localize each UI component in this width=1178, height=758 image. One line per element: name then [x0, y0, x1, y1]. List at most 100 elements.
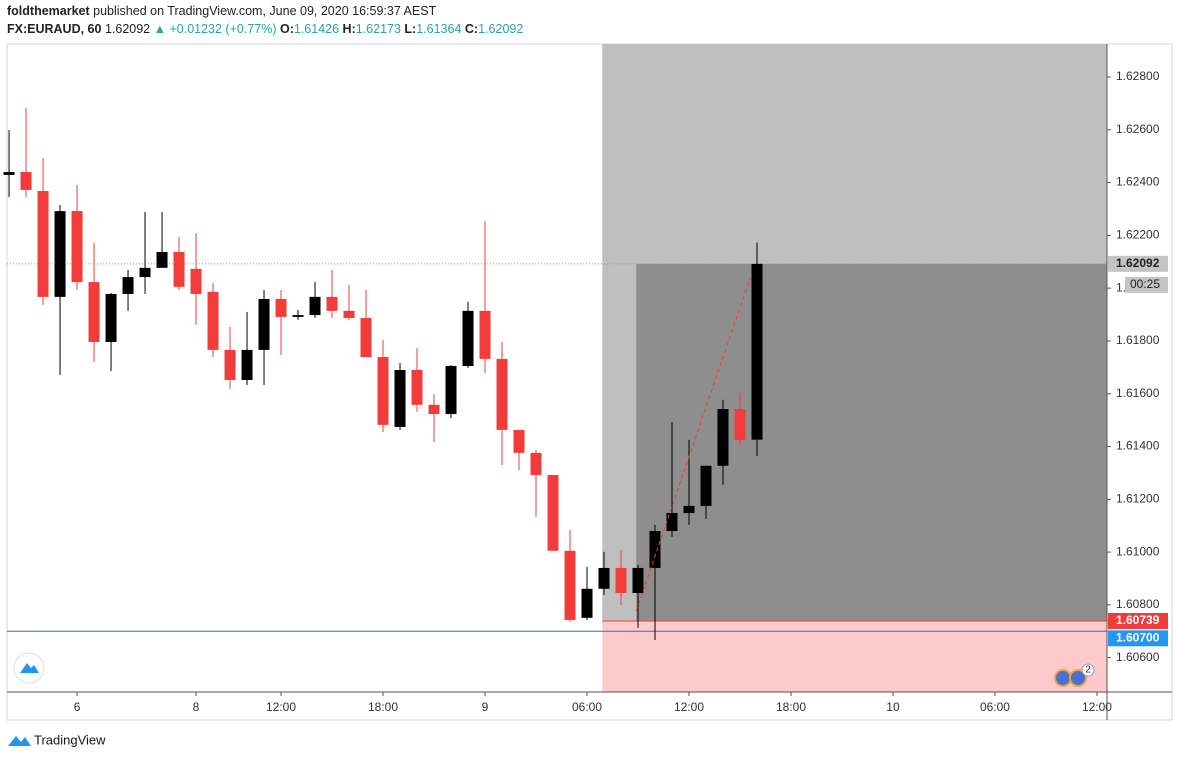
frame	[6, 43, 1173, 721]
candle-body	[632, 567, 644, 594]
candle-body	[394, 369, 406, 427]
candle-body	[360, 317, 372, 358]
candle-body	[88, 282, 100, 343]
ohlc-value: 1.61426	[294, 22, 339, 36]
ohlc-value: 1.62173	[356, 22, 401, 36]
watermark-icon	[20, 663, 39, 673]
candle-body	[343, 310, 355, 318]
candle-body	[20, 172, 32, 190]
candle-body	[564, 550, 576, 620]
candle-body	[700, 465, 712, 506]
ohlc-label: C:	[465, 22, 478, 36]
candle-body	[156, 251, 168, 268]
y-tick-label: 1.61200	[1116, 491, 1160, 505]
event-flag	[1069, 669, 1087, 687]
candle-body	[207, 291, 219, 350]
ohlc: O:1.61426 H:1.62173 L:1.61364 C:1.62092	[280, 22, 523, 36]
candle-body	[530, 452, 542, 476]
change: ▲ +0.01232 (+0.77%)	[154, 22, 277, 36]
ohlc-label: H:	[343, 22, 356, 36]
candle-body	[190, 268, 202, 294]
candle-body	[309, 296, 321, 316]
candle-body	[615, 567, 627, 594]
legend-line: FX:EURAUD, 60 1.62092 ▲ +0.01232 (+0.77%…	[7, 22, 523, 36]
candle-body	[54, 211, 66, 297]
ohlc-value: 1.62092	[478, 22, 523, 36]
candle-body	[513, 429, 525, 453]
candle-body	[105, 293, 117, 343]
candle-body	[428, 404, 440, 415]
ohlc-label: L:	[404, 22, 416, 36]
candle-body	[224, 349, 236, 381]
candle-body	[445, 366, 457, 415]
candle-body	[734, 409, 746, 440]
y-tick-label: 1.62200	[1116, 228, 1160, 242]
x-tick-label: 6	[74, 700, 81, 714]
zone-loss	[602, 620, 1107, 692]
candle-body	[326, 296, 338, 311]
x-tick-label: 12:00	[1082, 700, 1112, 714]
logo-icon	[8, 736, 31, 746]
candle-body	[377, 357, 389, 425]
candle-body	[139, 267, 151, 278]
zone-dark	[636, 263, 1107, 621]
x-tick-label: 10	[886, 700, 900, 714]
ohlc-value: 1.61364	[416, 22, 461, 36]
x-tick-label: 12:00	[674, 700, 704, 714]
candle-body	[462, 310, 474, 367]
candle-body	[3, 172, 15, 175]
last-price-tag-bg	[1108, 255, 1168, 272]
candle-body	[37, 191, 49, 297]
stop-price-tag-bg	[1108, 612, 1168, 629]
author-name: foldthemarket	[7, 4, 90, 18]
logo: TradingView	[8, 732, 106, 747]
candle-body	[496, 358, 508, 430]
x-tick-label: 06:00	[980, 700, 1010, 714]
event-flag	[1054, 669, 1072, 687]
candle-body	[292, 315, 304, 317]
x-tick-label: 8	[193, 700, 200, 714]
y-tick-label: 1.62400	[1116, 175, 1160, 189]
trend-line	[635, 277, 751, 612]
y-tick-label: 1.61000	[1116, 544, 1160, 558]
candle-body	[581, 588, 593, 618]
y-tick-label: 1.62600	[1116, 122, 1160, 136]
candle-body	[122, 277, 134, 294]
candle-body	[71, 211, 83, 283]
countdown: 00:25	[1130, 277, 1160, 291]
candle-body	[258, 298, 270, 350]
published: published on TradingView.com, June 09, 2…	[93, 4, 436, 18]
y-tick-label: 1.61800	[1116, 333, 1160, 347]
watermark	[13, 652, 45, 684]
candle-body	[683, 505, 695, 514]
line-price-tag-bg	[1108, 630, 1168, 647]
candle-body	[241, 349, 253, 381]
last: 1.62092	[105, 22, 150, 36]
y-tick-label: 1.60600	[1116, 650, 1160, 664]
x-tick-label: 9	[482, 700, 489, 714]
candle-body	[751, 263, 763, 440]
line-price-tag: 1.60700	[1116, 630, 1160, 644]
x-tick-label: 18:00	[368, 700, 398, 714]
plot	[3, 44, 1107, 692]
candle-body	[717, 409, 729, 466]
event-badge-bg	[1081, 663, 1095, 677]
x-tick-label: 18:00	[776, 700, 806, 714]
candle-body	[411, 369, 423, 405]
symbol: FX:EURAUD, 60	[7, 22, 102, 36]
y-tick-label: 1.62800	[1116, 69, 1160, 83]
event-badge: 2	[1085, 665, 1091, 676]
y-tick-label: 1.61400	[1116, 439, 1160, 453]
x-tick-label: 12:00	[266, 700, 296, 714]
candle-body	[649, 530, 661, 568]
last-price-tag: 1.62092	[1116, 256, 1160, 270]
ohlc-label: O:	[280, 22, 294, 36]
y-tick-label: 1.61600	[1116, 386, 1160, 400]
y-tick-label: 1.60800	[1116, 597, 1160, 611]
candle-body	[598, 567, 610, 589]
candle-body	[275, 298, 287, 317]
brand: TradingView	[34, 732, 106, 747]
stop-price-tag: 1.60739	[1116, 613, 1160, 627]
candle-body	[479, 310, 491, 359]
